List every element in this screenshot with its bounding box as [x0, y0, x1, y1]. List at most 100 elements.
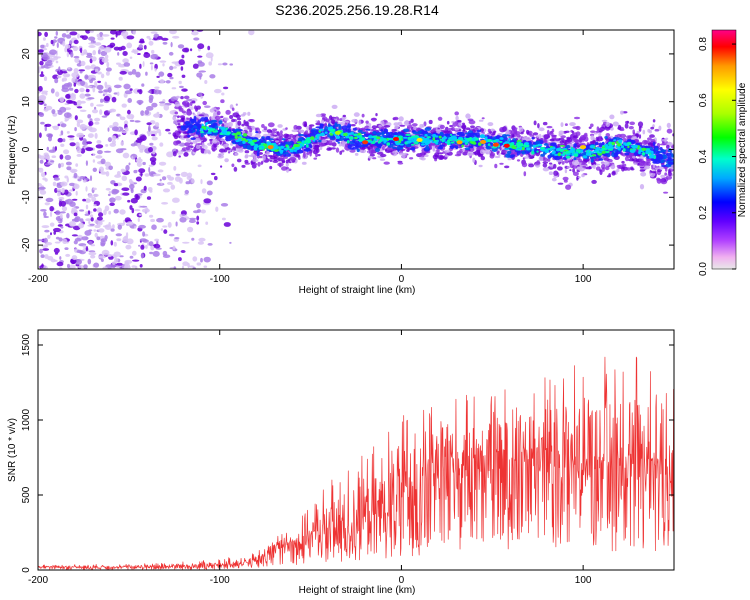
noise-speck	[174, 237, 180, 240]
halo-speck	[174, 111, 179, 115]
ridge-speck	[451, 135, 456, 140]
noise-speck	[161, 37, 169, 41]
noise-speck	[61, 84, 65, 90]
halo-speck	[413, 126, 417, 130]
noise-speck	[78, 222, 85, 229]
halo-speck	[633, 162, 637, 165]
halo-speck	[573, 138, 580, 142]
noise-speck	[100, 158, 106, 165]
noise-speck	[214, 88, 222, 94]
halo-speck	[193, 148, 197, 153]
noise-speck	[221, 92, 225, 96]
noise-speck	[103, 209, 107, 216]
noise-speck	[46, 146, 49, 151]
noise-speck	[74, 57, 80, 63]
noise-speck	[58, 163, 61, 169]
halo-speck	[351, 118, 358, 123]
noise-speck	[184, 189, 189, 195]
halo-speck	[231, 163, 235, 168]
halo-speck	[496, 150, 500, 154]
noise-speck	[72, 45, 79, 52]
halo-speck	[229, 115, 234, 119]
noise-speck	[150, 130, 158, 135]
noise-speck	[136, 161, 142, 167]
ridge-speck	[305, 144, 309, 148]
core-speck	[611, 151, 615, 155]
noise-speck	[220, 203, 229, 207]
halo-speck	[487, 122, 494, 127]
hot-spot	[456, 140, 463, 145]
halo-speck	[419, 156, 424, 160]
ridge-speck	[617, 143, 621, 147]
ridge-speck	[348, 136, 354, 140]
ridge-speck	[499, 140, 503, 143]
halo-speck	[201, 142, 205, 148]
ridge-speck	[359, 134, 363, 139]
core-speck	[196, 123, 200, 128]
halo-speck	[241, 123, 245, 127]
noise-speck	[169, 76, 174, 80]
noise-speck	[42, 248, 50, 251]
noise-speck	[148, 126, 151, 132]
noise-speck	[56, 182, 59, 186]
noise-speck	[158, 71, 165, 77]
noise-speck	[149, 62, 154, 65]
noise-speck	[71, 207, 77, 213]
noise-speck	[154, 238, 160, 242]
noise-speck	[54, 241, 61, 244]
noise-speck	[91, 109, 99, 114]
halo-speck	[523, 138, 527, 141]
noise-speck	[87, 97, 95, 100]
ridge-speck	[431, 141, 436, 144]
noise-speck	[142, 61, 145, 67]
ridge-speck	[372, 135, 378, 138]
halo-speck	[499, 162, 504, 165]
core-speck	[360, 131, 367, 134]
halo-speck	[467, 118, 474, 122]
core-speck	[660, 149, 667, 153]
noise-speck	[61, 33, 67, 38]
noise-speck	[94, 42, 102, 46]
halo-speck	[624, 123, 629, 129]
noise-speck	[180, 171, 188, 177]
halo-speck	[466, 151, 474, 157]
halo-speck	[523, 171, 527, 177]
halo-speck	[316, 148, 320, 153]
noise-speck	[186, 98, 193, 102]
ridge-speck	[511, 146, 517, 149]
halo-speck	[626, 135, 632, 139]
noise-speck	[206, 190, 213, 196]
halo-speck	[518, 126, 524, 132]
noise-speck	[172, 35, 180, 39]
y-tick-label: 500	[21, 486, 32, 503]
halo-speck	[266, 129, 272, 133]
halo-speck	[659, 143, 666, 146]
core-speck	[415, 131, 418, 135]
ridge-speck	[559, 145, 565, 147]
ridge-speck	[629, 149, 636, 153]
noise-speck	[222, 62, 228, 66]
halo-speck	[521, 162, 528, 168]
halo-speck	[383, 125, 391, 128]
halo-speck	[177, 123, 181, 126]
noise-speck	[54, 188, 58, 193]
x-tick-label: -200	[28, 575, 48, 586]
noise-speck	[39, 159, 44, 164]
noise-speck	[125, 244, 132, 250]
ridge-speck	[585, 152, 592, 156]
noise-speck	[93, 262, 100, 268]
noise-speck	[122, 192, 130, 196]
ridge-speck	[469, 141, 474, 144]
halo-speck	[617, 124, 622, 130]
noise-speck	[178, 80, 182, 85]
halo-speck	[480, 156, 485, 161]
core-speck	[624, 152, 630, 156]
ridge-speck	[218, 126, 222, 129]
noise-speck	[139, 63, 142, 69]
halo-speck	[339, 150, 343, 155]
noise-speck	[223, 222, 231, 227]
noise-speck	[44, 229, 50, 233]
core-speck	[282, 138, 286, 141]
core-speck	[626, 147, 630, 152]
